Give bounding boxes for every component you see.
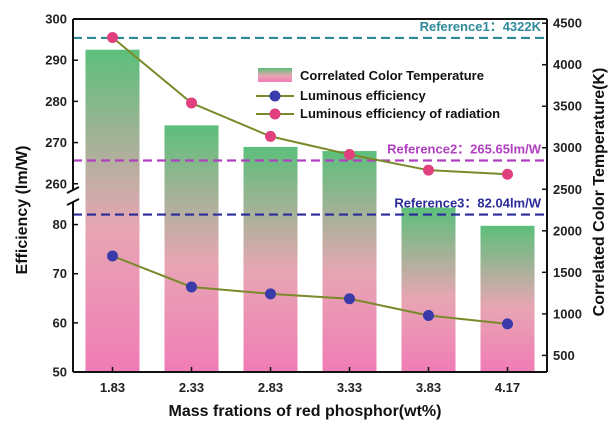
left-tick-80: 80 <box>53 217 67 232</box>
right-tick-2000: 2000 <box>553 223 582 238</box>
axis-break-mark-upper <box>66 186 80 194</box>
right-tick-1000: 1000 <box>553 306 582 321</box>
point-2-2.83 <box>265 130 276 142</box>
reference-label-3: Reference3：82.04lm/W <box>394 196 541 211</box>
x-tick-3.83: 3.83 <box>416 380 441 395</box>
left-tick-290: 290 <box>45 53 67 68</box>
point-1-4.17 <box>502 318 513 330</box>
left-tick-60: 60 <box>53 315 67 330</box>
right-tick-1500: 1500 <box>553 265 582 280</box>
right-tick-4500: 4500 <box>553 16 582 31</box>
reference-label-2: Reference2：265.65lm/W <box>387 141 542 156</box>
x-tick-4.17: 4.17 <box>495 380 520 395</box>
bar-3.33 <box>322 151 377 372</box>
point-2-2.33 <box>186 97 197 109</box>
axis-break-mark-lower <box>66 198 80 206</box>
legend-label-ler: Luminous efficiency of radiation <box>300 106 500 121</box>
bar-1.83 <box>85 49 140 373</box>
legend-label-le: Luminous efficiency <box>300 88 426 103</box>
series-line-1 <box>112 255 508 325</box>
series-line-2 <box>111 36 508 176</box>
right-tick-2500: 2500 <box>553 182 582 197</box>
point-2-3.33 <box>344 149 355 161</box>
x-tick-2.33: 2.33 <box>179 380 204 395</box>
legend: Correlated Color Temperature Luminous ef… <box>256 68 500 121</box>
point-2-4.17 <box>502 168 513 180</box>
point-2-1.83 <box>107 32 118 44</box>
bar-4.17 <box>480 225 535 372</box>
x-tick-1.83: 1.83 <box>100 380 125 395</box>
point-2-3.83 <box>423 164 434 176</box>
right-tick-500: 500 <box>553 348 575 363</box>
bar-2.33 <box>164 125 219 372</box>
left-tick-280: 280 <box>45 94 67 109</box>
x-axis-title: Mass frations of red phosphor(wt%) <box>169 403 442 420</box>
left-tick-300: 300 <box>45 12 67 27</box>
bar-2.83 <box>243 146 298 372</box>
point-1-1.83 <box>107 250 118 262</box>
bars-layer <box>85 49 535 373</box>
right-tick-3500: 3500 <box>553 99 582 114</box>
bar-3.83 <box>401 207 456 372</box>
legend-marker-le <box>269 90 281 102</box>
reference-label-1: Reference1：4322K <box>420 19 542 34</box>
point-1-2.33 <box>186 281 197 293</box>
x-tick-3.33: 3.33 <box>337 380 362 395</box>
left-tick-70: 70 <box>53 266 67 281</box>
x-tick-2.83: 2.83 <box>258 380 283 395</box>
left-tick-270: 270 <box>45 135 67 150</box>
axes-layer: 50 60 70 80 260 270 280 290 300 500 1000 1500 2000 25… <box>45 12 582 396</box>
right-axis-title: Correlated Color Temperature(K) <box>591 68 608 317</box>
point-1-3.33 <box>344 293 355 305</box>
point-1-3.83 <box>423 309 434 321</box>
left-tick-50: 50 <box>53 365 67 380</box>
legend-label-cct: Correlated Color Temperature <box>300 68 484 83</box>
right-tick-4000: 4000 <box>553 57 582 72</box>
series-lines-layer <box>107 32 513 330</box>
legend-marker-ler <box>269 108 281 120</box>
left-tick-260: 260 <box>45 176 67 191</box>
reference-lines-layer: Reference1：4322K Reference2：265.65lm/W Ref… <box>73 19 547 216</box>
right-tick-3000: 3000 <box>553 140 582 155</box>
left-axis-title: Efficiency (lm/W) <box>14 146 31 275</box>
legend-swatch-cct <box>258 68 292 82</box>
point-1-2.83 <box>265 288 276 300</box>
